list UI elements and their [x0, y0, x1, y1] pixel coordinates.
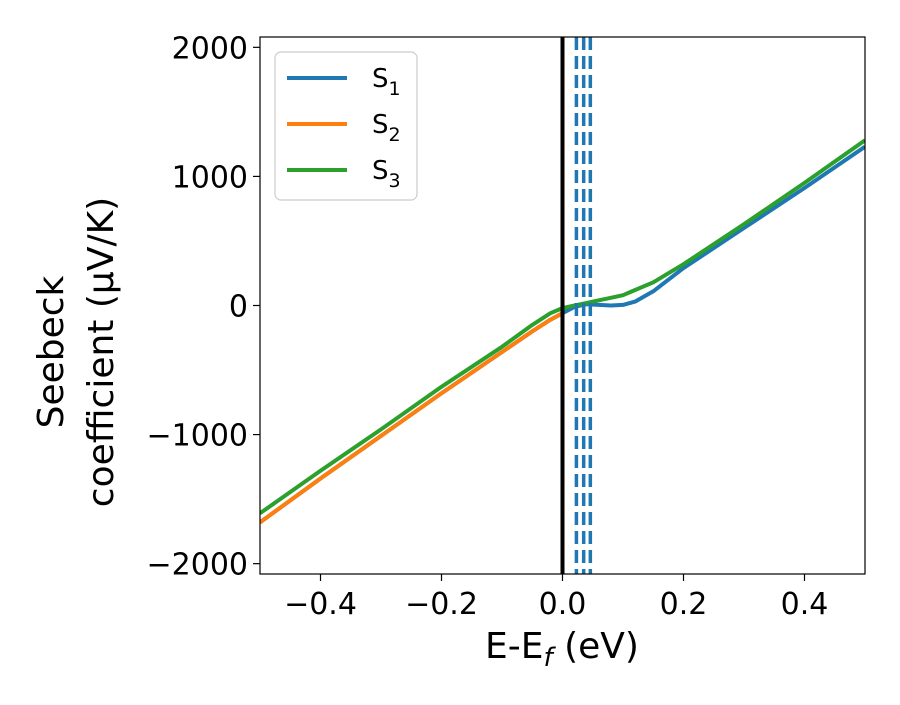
reference-lines-layer: [560, 37, 593, 574]
y-tick-label: 1000: [172, 160, 248, 195]
y-axis-title-line2: coefficient (μV/K): [81, 197, 122, 507]
series-layer: [260, 138, 865, 525]
x-tick-label: −0.4: [284, 587, 357, 622]
x-tick-label: −0.2: [405, 587, 478, 622]
x-axis-title: E-Ef (eV): [485, 626, 639, 673]
series-line-S2: [260, 311, 564, 525]
y-tick-label: −1000: [147, 419, 248, 454]
legend: S1 S2 S3: [274, 51, 418, 201]
x-axis-ticks: −0.4 −0.2 0.0 0.2 0.4: [284, 574, 828, 622]
legend-label-S3: S3: [372, 156, 401, 192]
y-tick-label: 0: [229, 290, 248, 325]
x-tick-label: 0.4: [781, 587, 829, 622]
series-line-S3: [260, 138, 865, 515]
y-axis-title-line1: Seebeck: [31, 275, 72, 428]
legend-label-S1: S1: [372, 64, 401, 100]
x-tick-label: 0.0: [539, 587, 587, 622]
x-tick-label: 0.2: [660, 587, 708, 622]
y-axis-title: Seebeck coefficient (μV/K): [31, 197, 122, 507]
y-tick-label: 2000: [172, 31, 248, 66]
y-tick-label: −2000: [147, 548, 248, 583]
legend-items: S1 S2 S3: [287, 64, 401, 192]
legend-label-S2: S2: [372, 110, 401, 146]
y-axis-ticks: −2000 −1000 0 1000 2000: [147, 31, 260, 583]
